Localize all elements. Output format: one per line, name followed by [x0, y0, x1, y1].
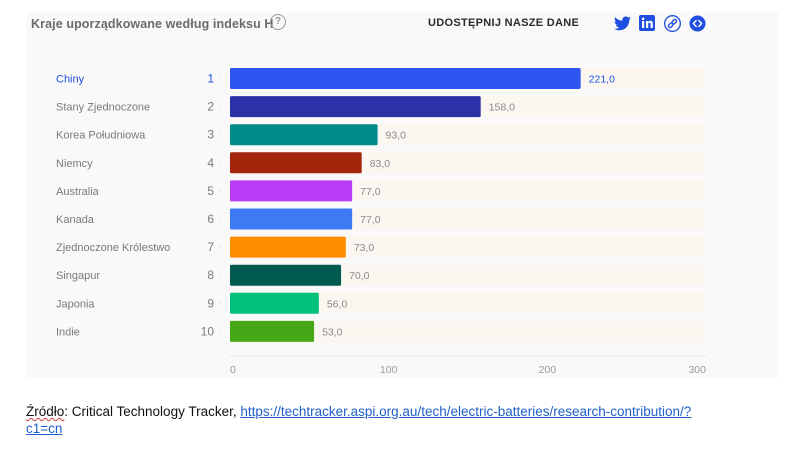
bar [230, 124, 378, 146]
rank-dot: · [218, 130, 221, 139]
rank-dot: · [218, 186, 221, 195]
rank-label: 8 [207, 268, 214, 282]
category-label: Singapur [56, 270, 100, 282]
bar [230, 180, 353, 202]
category-label: Zjednoczone Królestwo [56, 242, 170, 254]
bar [230, 292, 319, 314]
category-label: Kanada [56, 214, 95, 226]
x-tick-label: 300 [688, 364, 706, 376]
rank-label: 10 [201, 324, 215, 338]
twitter-icon[interactable] [613, 14, 631, 32]
value-label: 77,0 [360, 186, 381, 198]
category-label: Australia [56, 186, 100, 198]
rank-dot: · [218, 214, 221, 223]
category-label: Korea Południowa [56, 130, 146, 142]
category-label: Japonia [56, 298, 95, 310]
bar-track [230, 236, 706, 258]
category-label: Indie [56, 326, 80, 338]
rank-label: 5 [207, 184, 214, 198]
rank-label: 4 [207, 156, 214, 170]
value-label: 77,0 [360, 214, 381, 226]
value-label: 93,0 [386, 130, 407, 142]
share-data-label: UDOSTĘPNIJ NASZE DANE [428, 17, 580, 29]
source-link[interactable]: https://techtracker.aspi.org.au/tech/ele… [26, 404, 692, 436]
rank-dot: · [218, 298, 221, 307]
rank-dot: · [218, 158, 221, 167]
bar-track [230, 292, 706, 314]
value-label: 221,0 [589, 74, 615, 86]
bar [230, 152, 362, 174]
embed-code-icon[interactable] [688, 14, 706, 32]
rank-label: 7 [207, 240, 214, 254]
rank-label: 2 [207, 100, 214, 114]
bar [230, 236, 346, 258]
link-icon[interactable] [663, 14, 681, 32]
value-label: 158,0 [489, 102, 515, 114]
category-label: Chiny [56, 74, 85, 86]
bar-track [230, 320, 706, 342]
bar [230, 264, 342, 286]
rank-dot: · [218, 270, 221, 279]
x-tick-label: 100 [380, 364, 398, 376]
bar-track [230, 264, 706, 286]
x-tick-label: 0 [230, 364, 236, 376]
category-label: Niemcy [56, 158, 93, 170]
category-label: Stany Zjednoczone [56, 102, 150, 114]
bar [230, 208, 353, 230]
value-label: 53,0 [322, 326, 343, 338]
rank-label: 3 [207, 128, 214, 142]
source-label: Źródło [26, 404, 65, 419]
bar [230, 320, 315, 342]
bar [230, 96, 481, 118]
value-label: 83,0 [370, 158, 391, 170]
rank-label: 6 [207, 212, 214, 226]
rank-label: 1 [207, 72, 214, 86]
value-label: 70,0 [349, 270, 370, 282]
chart-title: Kraje uporządkowane według indeksu H [31, 17, 274, 31]
rank-dot: · [218, 242, 221, 251]
linkedin-icon[interactable] [638, 14, 656, 32]
source-text: : Critical Technology Tracker, [64, 404, 241, 419]
question-circle-icon[interactable]: ? [270, 14, 286, 30]
rank-dot: · [218, 326, 221, 335]
bar [230, 68, 581, 89]
x-tick-label: 200 [539, 364, 557, 376]
rank-dot: · [218, 74, 221, 83]
rank-dot: · [218, 102, 221, 111]
value-label: 73,0 [354, 242, 375, 254]
rank-label: 9 [207, 296, 214, 310]
source-citation: Źródło: Critical Technology Tracker, htt… [26, 403, 706, 437]
value-label: 56,0 [327, 298, 348, 310]
